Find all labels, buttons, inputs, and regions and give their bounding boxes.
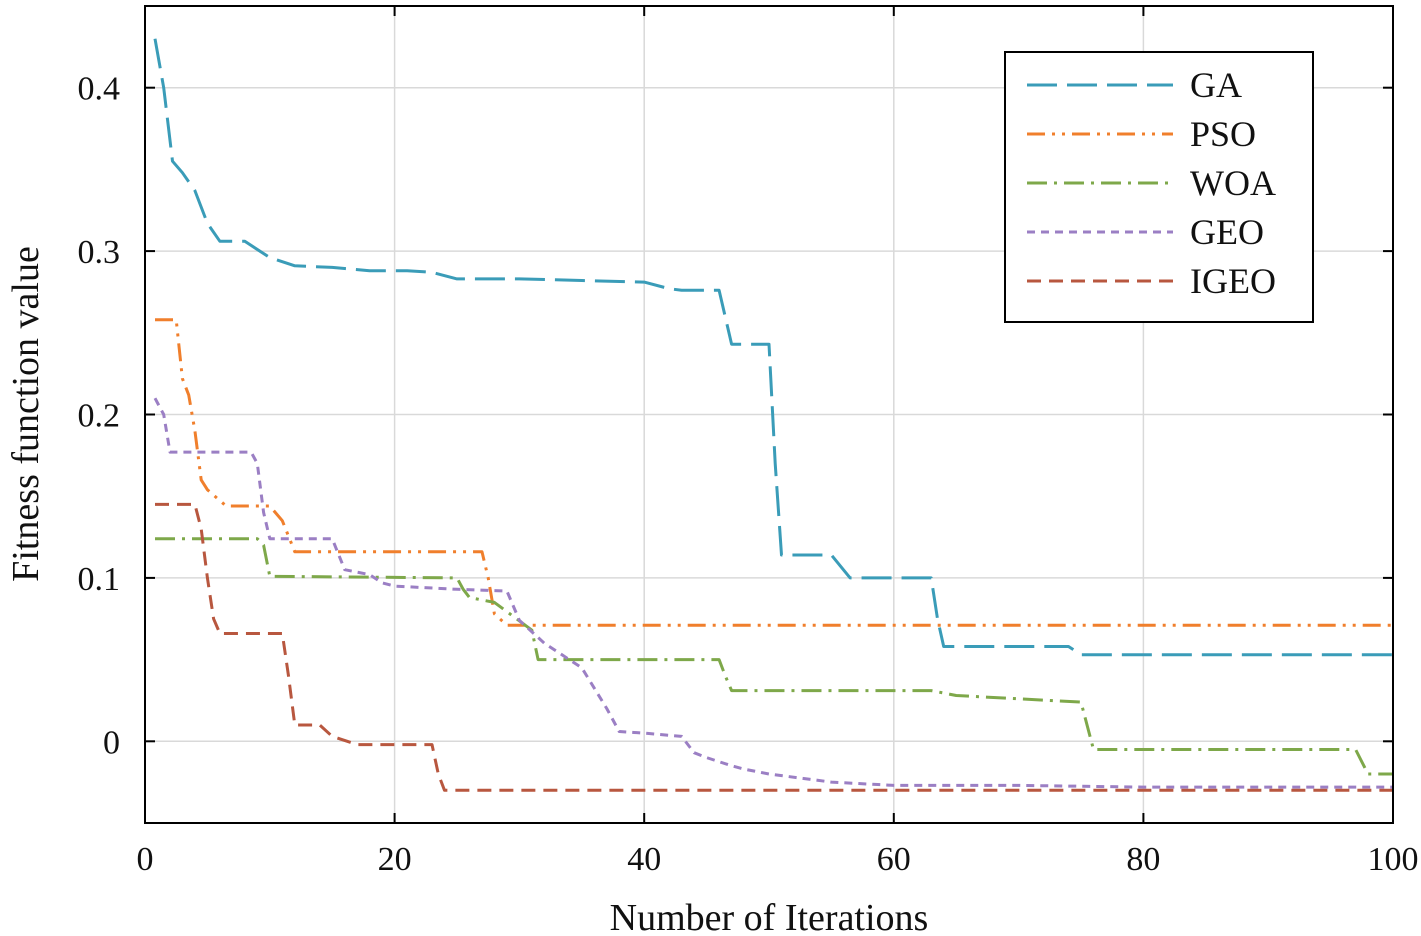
- legend-label-geo: GEO: [1190, 212, 1264, 252]
- y-tick-label: 0.4: [78, 71, 121, 108]
- legend-box: [1004, 51, 1314, 323]
- x-axis-label: Number of Iterations: [610, 897, 929, 936]
- y-tick-label: 0.3: [78, 234, 121, 271]
- ticks: 0 20 40 60 80 100 0 0.1 0.2 0.3 0.4: [78, 6, 1419, 878]
- series-line-woa: [155, 537, 1393, 776]
- legend: GA PSO WOA GEO IGEO: [1004, 51, 1314, 323]
- series-line-ga: [153, 38, 1393, 657]
- series-line-pso: [155, 318, 1393, 627]
- legend-label-pso: PSO: [1190, 114, 1256, 154]
- x-tick-label: 100: [1368, 841, 1419, 878]
- series-line-igeo: [155, 502, 1393, 792]
- legend-label-ga: GA: [1190, 65, 1242, 105]
- x-tick-label: 20: [378, 841, 412, 878]
- legend-label-igeo: IGEO: [1190, 261, 1276, 301]
- x-tick-label: 40: [627, 841, 661, 878]
- legend-label-woa: WOA: [1190, 163, 1276, 203]
- x-tick-label: 80: [1126, 841, 1160, 878]
- y-tick-label: 0: [103, 724, 120, 761]
- y-tick-label: 0.2: [78, 398, 121, 435]
- y-tick-label: 0.1: [78, 561, 121, 598]
- x-tick-label: 60: [877, 841, 911, 878]
- y-axis-label: Fitness function value: [5, 246, 47, 582]
- series-group: [153, 38, 1393, 792]
- x-tick-label: 0: [137, 841, 154, 878]
